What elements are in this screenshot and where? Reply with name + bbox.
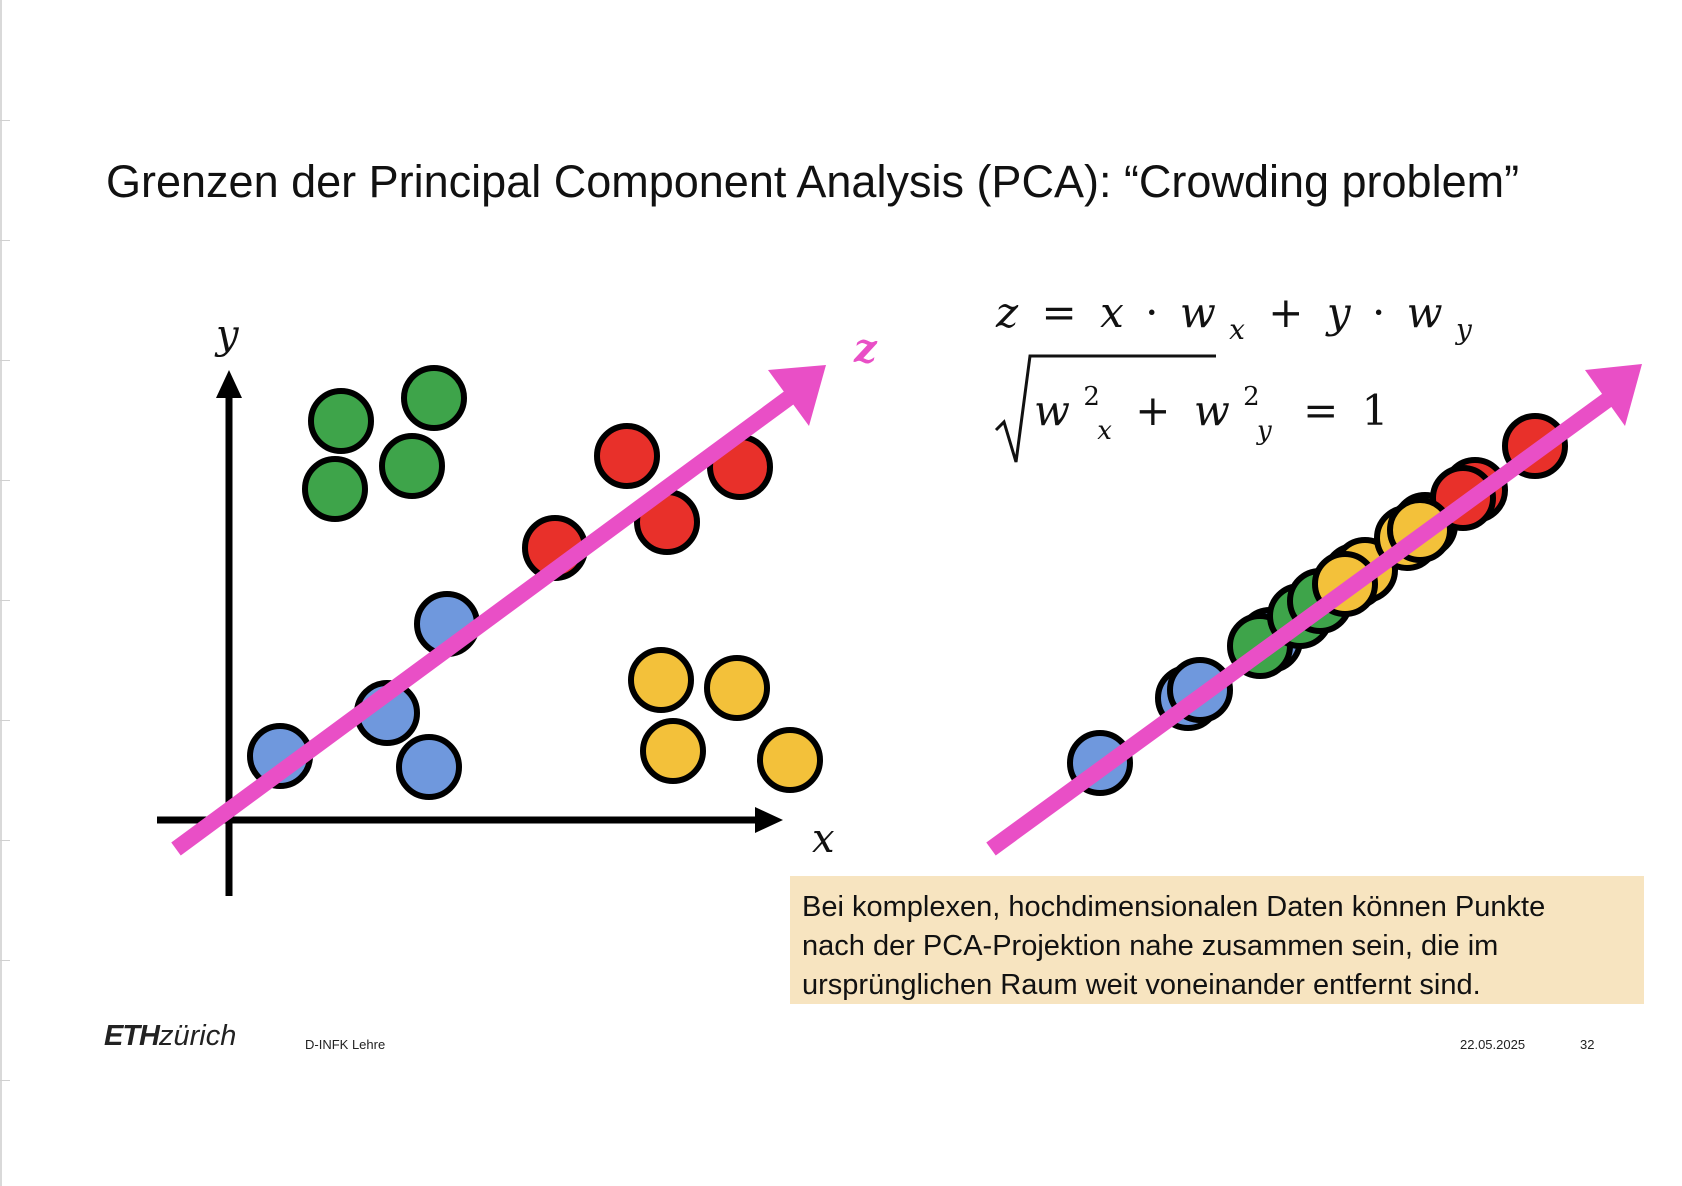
eth-zurich-logo: ETHzürich	[104, 1020, 237, 1052]
note-line: Bei komplexen, hochdimensionalen Daten k…	[802, 891, 1546, 923]
page-number: 32	[1580, 1037, 1595, 1052]
x-axis-arrowhead	[755, 807, 783, 833]
z-axis-label: z	[853, 325, 878, 372]
ruler-tick	[0, 1080, 10, 1081]
projection-formula: z = x · w x + y · w y w 2 x + w 2 y = 1	[994, 288, 1473, 463]
pc-arrow-head	[768, 365, 826, 426]
x-axis-label: x	[812, 816, 835, 862]
ruler-tick	[0, 600, 10, 601]
pc-arrow-head	[1585, 364, 1642, 426]
cluster-green	[302, 365, 467, 522]
pc-arrow-shaft	[986, 391, 1615, 856]
data-point-yellow	[628, 647, 694, 713]
ruler-tick	[0, 840, 10, 841]
pc-arrow-shaft	[171, 390, 795, 856]
ruler-tick	[0, 120, 10, 121]
formula-line-1: z = x · w x + y · w y	[995, 288, 1473, 349]
data-point-red	[594, 423, 660, 489]
data-point-green	[401, 365, 467, 431]
data-point-yellow	[704, 655, 770, 721]
y-axis-label: y	[214, 312, 240, 358]
ruler-tick	[0, 960, 10, 961]
note-line: ursprünglichen Raum weit voneinander ent…	[802, 969, 1481, 1001]
data-point-green	[302, 456, 368, 522]
ruler-tick	[0, 240, 10, 241]
ruler-tick	[0, 480, 10, 481]
explanation-note: Bei komplexen, hochdimensionalen Daten k…	[790, 876, 1644, 1004]
principal-component-arrow-left: z	[171, 325, 878, 856]
note-line: nach der PCA-Projektion nahe zusammen se…	[802, 930, 1499, 962]
data-point-yellow	[757, 727, 823, 793]
sqrt-sign	[994, 354, 1216, 463]
y-axis-arrowhead	[216, 370, 242, 398]
cluster-yellow	[628, 647, 823, 793]
ruler-tick	[0, 360, 10, 361]
principal-component-arrow-right	[986, 364, 1642, 856]
slide-title: Grenzen der Principal Component Analysis…	[106, 156, 1520, 207]
footer-date: 22.05.2025	[1460, 1037, 1526, 1052]
data-point-blue	[396, 734, 462, 800]
formula-line-2: w 2 x + w 2 y = 1	[1034, 366, 1388, 449]
data-point-green	[379, 433, 445, 499]
ruler-tick	[0, 720, 10, 721]
data-point-yellow	[640, 718, 706, 784]
data-point-green	[308, 388, 374, 454]
page-left-border	[0, 0, 2, 1186]
footer-department: D-INFK Lehre	[305, 1037, 386, 1052]
